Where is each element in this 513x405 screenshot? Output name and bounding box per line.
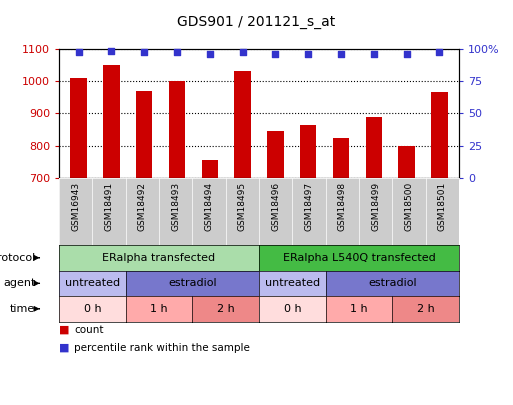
Text: ERalpha transfected: ERalpha transfected: [103, 253, 215, 263]
Text: GSM18492: GSM18492: [138, 181, 147, 230]
Point: [206, 51, 214, 57]
Text: protocol: protocol: [0, 253, 35, 263]
Text: ■: ■: [59, 325, 69, 335]
Text: GSM18493: GSM18493: [171, 181, 180, 231]
Point: [173, 49, 181, 56]
Point: [74, 49, 83, 56]
Text: GSM18495: GSM18495: [238, 181, 247, 231]
Bar: [267, 131, 284, 178]
Bar: [136, 91, 152, 178]
Bar: [300, 125, 317, 178]
Text: 1 h: 1 h: [150, 304, 168, 314]
Text: GSM18491: GSM18491: [105, 181, 113, 231]
Text: 2 h: 2 h: [217, 304, 234, 314]
Bar: [169, 81, 185, 178]
Text: untreated: untreated: [65, 278, 120, 288]
Text: 1 h: 1 h: [350, 304, 368, 314]
Text: estradiol: estradiol: [368, 278, 417, 288]
Point: [370, 51, 378, 57]
Point: [107, 48, 115, 54]
Point: [271, 51, 280, 57]
Text: GSM18499: GSM18499: [371, 181, 380, 231]
Text: 0 h: 0 h: [84, 304, 101, 314]
Text: GSM18500: GSM18500: [405, 181, 413, 231]
Text: GSM18501: GSM18501: [438, 181, 447, 231]
Bar: [366, 117, 382, 178]
Bar: [431, 92, 448, 178]
Point: [239, 49, 247, 56]
Bar: [70, 78, 87, 178]
Text: agent: agent: [3, 278, 35, 288]
Text: GSM18498: GSM18498: [338, 181, 347, 231]
Bar: [399, 146, 415, 178]
Bar: [234, 71, 251, 178]
Text: GSM18497: GSM18497: [305, 181, 313, 231]
Text: percentile rank within the sample: percentile rank within the sample: [74, 343, 250, 353]
Point: [304, 51, 312, 57]
Text: ERalpha L540Q transfected: ERalpha L540Q transfected: [283, 253, 436, 263]
Text: estradiol: estradiol: [168, 278, 216, 288]
Bar: [103, 65, 120, 178]
Text: untreated: untreated: [265, 278, 320, 288]
Bar: [202, 160, 218, 178]
Text: GSM18494: GSM18494: [205, 181, 213, 230]
Text: count: count: [74, 325, 104, 335]
Point: [403, 51, 411, 57]
Point: [436, 49, 444, 56]
Text: time: time: [10, 304, 35, 314]
Text: GSM18496: GSM18496: [271, 181, 280, 231]
Text: 0 h: 0 h: [284, 304, 301, 314]
Text: GSM16943: GSM16943: [71, 181, 80, 231]
Text: 2 h: 2 h: [417, 304, 435, 314]
Point: [140, 49, 148, 56]
Point: [337, 51, 345, 57]
Text: ■: ■: [59, 343, 69, 353]
Bar: [333, 138, 349, 178]
Text: GDS901 / 201121_s_at: GDS901 / 201121_s_at: [177, 15, 336, 29]
